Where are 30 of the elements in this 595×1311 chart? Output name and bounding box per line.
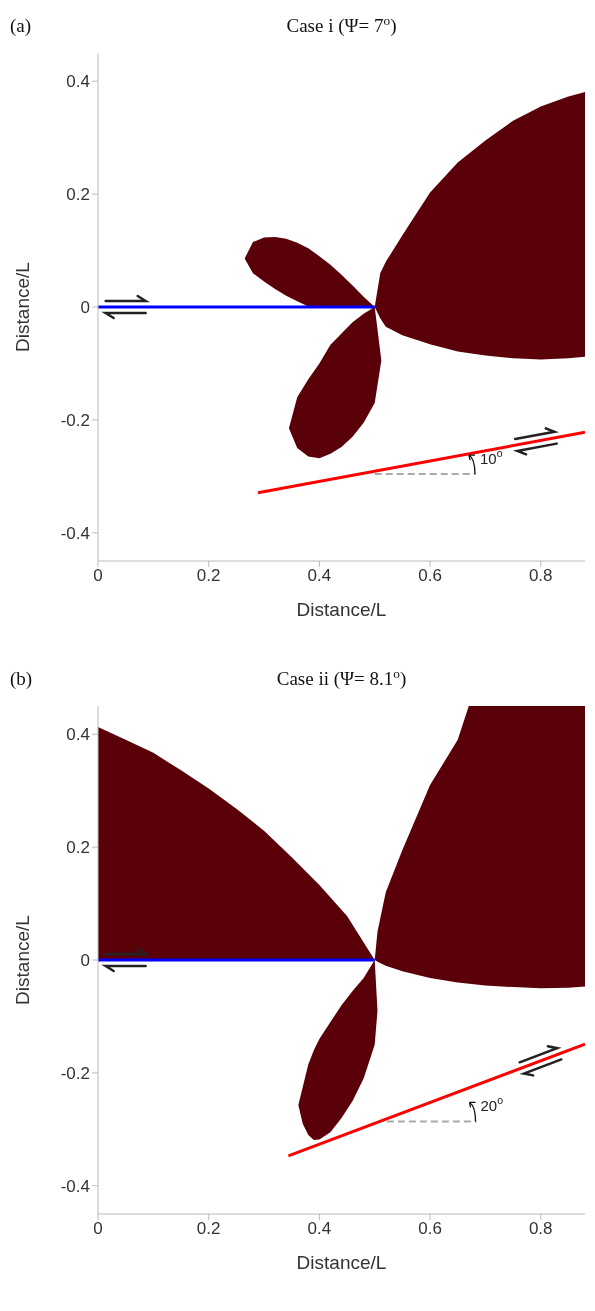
x-tick-label: 0 — [93, 1219, 103, 1239]
y-axis-title: Distance/L — [11, 915, 33, 1005]
text: (a) — [10, 15, 32, 37]
x-axis-title: Distance/L — [296, 1252, 387, 1273]
y-tick-label: 0.4 — [66, 725, 90, 745]
x-tick-label: 0.6 — [418, 1219, 442, 1239]
x-tick-label: 0.8 — [528, 1219, 553, 1239]
x-tick-label: 0.6 — [418, 566, 442, 586]
y-tick-label: -0.4 — [60, 1176, 90, 1196]
x-tick-label: 0.8 — [528, 566, 553, 586]
x-tick-label: 0.4 — [307, 1219, 332, 1239]
y-tick-label: -0.4 — [60, 523, 90, 543]
x-axis-title: Distance/L — [296, 599, 387, 620]
y-tick-label: 0.2 — [66, 185, 90, 205]
x-tick-label: 0 — [93, 566, 103, 586]
annotation: 20$^{o}$ — [480, 1094, 504, 1115]
x-tick-label: 0.2 — [196, 566, 221, 586]
x-tick-label: 0.4 — [307, 566, 332, 586]
text: (b) — [10, 668, 33, 690]
annotation: 10$^{o}$ — [479, 446, 503, 468]
chart-title: Case ii (Ψ= 8.1$^{o}$) — [276, 665, 407, 690]
y-tick-label: 0 — [80, 298, 90, 318]
x-tick-label: 0.2 — [196, 1219, 221, 1239]
y-tick-label: 0.4 — [66, 72, 90, 92]
y-tick-label: 0.2 — [66, 838, 90, 858]
y-tick-label: 0 — [80, 951, 90, 971]
chart-title: Case i (Ψ= 7$^{o}$) — [286, 12, 397, 37]
y-tick-label: -0.2 — [60, 1063, 90, 1083]
y-tick-label: -0.2 — [60, 410, 90, 430]
y-axis-title: Distance/L — [11, 262, 33, 352]
